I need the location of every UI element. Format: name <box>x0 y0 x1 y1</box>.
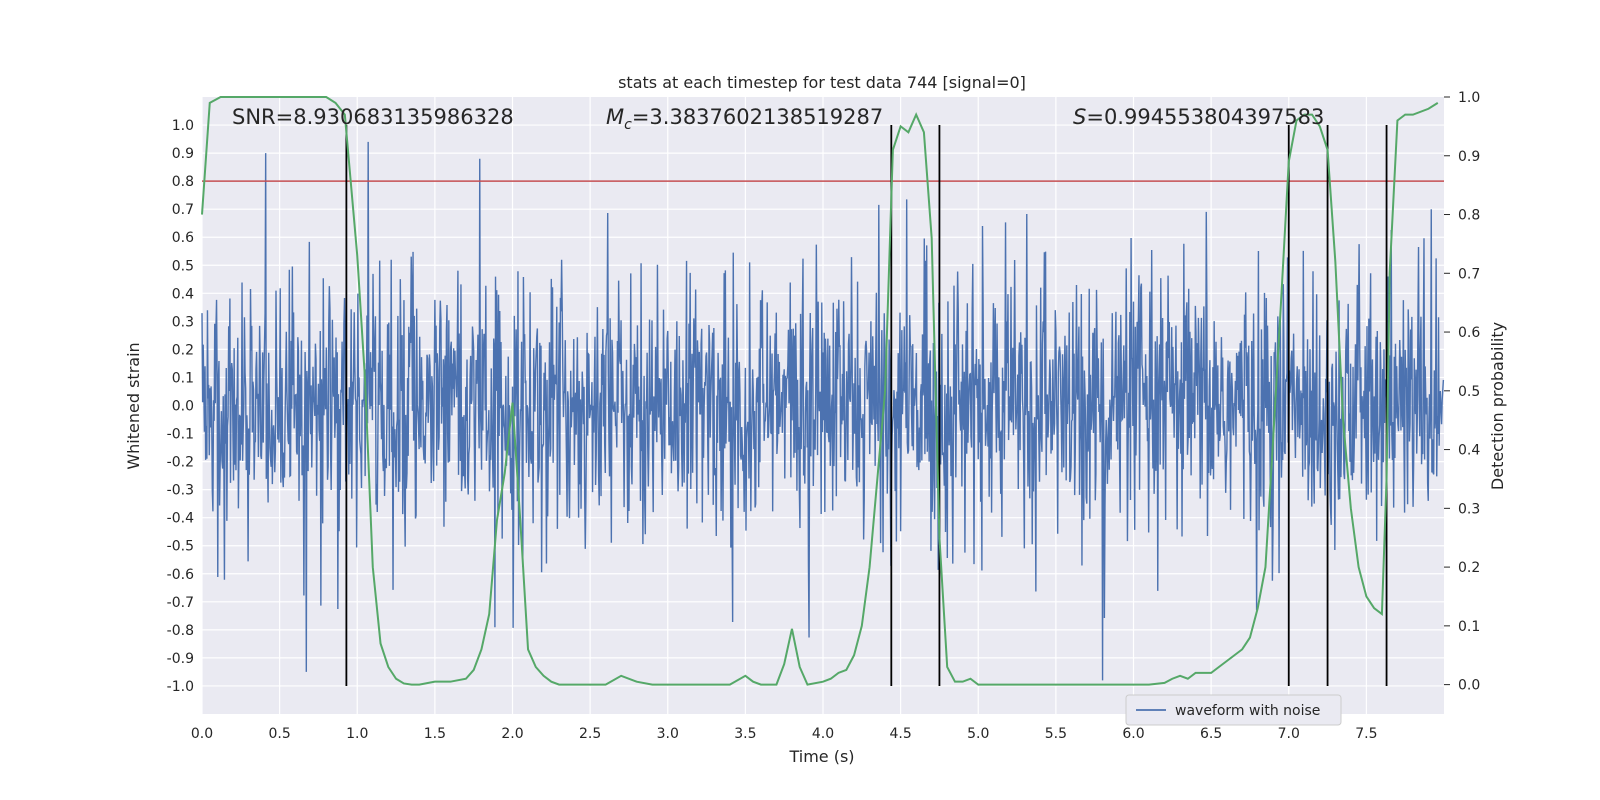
y-tick-label: -0.4 <box>167 511 194 527</box>
y-tick-label: 1.0 <box>172 118 194 134</box>
chart-title: stats at each timestep for test data 744… <box>618 73 1026 92</box>
y-tick-label: 0.9 <box>172 146 194 162</box>
y2-tick-label: 0.1 <box>1458 619 1480 635</box>
waveform-trace <box>201 141 1445 681</box>
s-symbol: S <box>1073 105 1086 129</box>
x-tick-label: 6.0 <box>1122 726 1144 742</box>
y2-tick-label: 0.5 <box>1458 384 1480 400</box>
y-tick-label: -0.9 <box>167 651 194 667</box>
y-tick-label: 0.3 <box>172 314 194 330</box>
mc-annotation: Mc=3.3837602138519287 <box>606 105 883 133</box>
y2-tick-label: 0.9 <box>1458 149 1480 165</box>
x-tick-label: 7.0 <box>1278 726 1300 742</box>
waveform-series <box>201 141 1445 681</box>
y-tick-label: -0.3 <box>167 483 194 499</box>
y-tick-label: 0.8 <box>172 174 194 190</box>
x-tick-label: 6.5 <box>1200 726 1222 742</box>
y2-axis-label: Detection probability <box>1488 322 1507 490</box>
legend-box <box>1125 694 1342 726</box>
y-tick-label: -0.2 <box>167 455 194 471</box>
y2-tick-labels: 1.0 0.9 0.8 0.7 0.6 0.5 0.4 0.3 0.2 0.1 0.0 <box>1444 90 1480 694</box>
y-tick-label: -0.7 <box>167 595 194 611</box>
x-tick-label: 0.5 <box>268 726 290 742</box>
y-tick-label: -1.0 <box>167 679 194 695</box>
mc-symbol: M <box>606 105 624 129</box>
y-tick-label: -0.6 <box>167 567 194 583</box>
detection-probability-line <box>201 96 1439 686</box>
snr-annotation: SNR=8.930683135986328 <box>232 105 514 129</box>
x-tick-label: 3.0 <box>657 726 679 742</box>
x-tick-label: 0.0 <box>191 726 213 742</box>
y-tick-label: -0.5 <box>167 539 194 555</box>
y-tick-labels: 1.0 0.9 0.8 0.7 0.6 0.5 0.4 0.3 0.2 0.1 0.0 -0.1 -0.… <box>167 118 194 695</box>
y-tick-label: 0.2 <box>172 342 194 358</box>
mc-subscript: c <box>624 117 632 133</box>
x-tick-labels: 0.0 0.5 1.0 1.5 2.0 2.5 3.0 3.5 4.0 4.5 5.0 5.5 6.0 6… <box>191 726 1378 742</box>
y-axis-label: Whitened strain <box>124 342 143 469</box>
y-tick-label: 0.5 <box>172 258 194 274</box>
x-tick-label: 5.5 <box>1045 726 1067 742</box>
x-tick-label: 7.5 <box>1355 726 1377 742</box>
y-tick-label: 0.0 <box>172 399 194 415</box>
y2-tick-label: 0.6 <box>1458 325 1480 341</box>
y2-tick-label: 0.3 <box>1458 501 1480 517</box>
y2-tick-label: 1.0 <box>1458 90 1480 106</box>
y2-tick-label: 0.7 <box>1458 266 1480 282</box>
x-tick-label: 4.5 <box>889 726 911 742</box>
y-tick-label: 0.6 <box>172 230 194 246</box>
x-tick-label: 1.0 <box>346 726 368 742</box>
y2-tick-label: 0.4 <box>1458 443 1480 459</box>
legend: waveform with noise <box>1125 694 1342 726</box>
mc-value: =3.3837602138519287 <box>632 105 883 129</box>
y-tick-label: -0.1 <box>167 427 194 443</box>
x-tick-label: 5.0 <box>967 726 989 742</box>
x-tick-label: 4.0 <box>812 726 834 742</box>
y2-tick-label: 0.8 <box>1458 208 1480 224</box>
legend-label: waveform with noise <box>1175 703 1320 719</box>
s-value: =0.994553804397583 <box>1086 105 1324 129</box>
x-axis-label: Time (s) <box>788 747 854 766</box>
x-tick-label: 1.5 <box>424 726 446 742</box>
y-tick-label: -0.8 <box>167 623 194 639</box>
y-tick-label: 0.4 <box>172 286 194 302</box>
vlines <box>345 125 1388 686</box>
y-tick-label: 0.1 <box>172 370 194 386</box>
s-annotation: S=0.994553804397583 <box>1073 105 1324 129</box>
x-tick-label: 2.5 <box>579 726 601 742</box>
x-tick-label: 2.0 <box>501 726 523 742</box>
y2-tick-label: 0.0 <box>1458 678 1480 694</box>
y-tick-label: 0.7 <box>172 202 194 218</box>
x-tick-label: 3.5 <box>734 726 756 742</box>
y2-tick-label: 0.2 <box>1458 560 1480 576</box>
